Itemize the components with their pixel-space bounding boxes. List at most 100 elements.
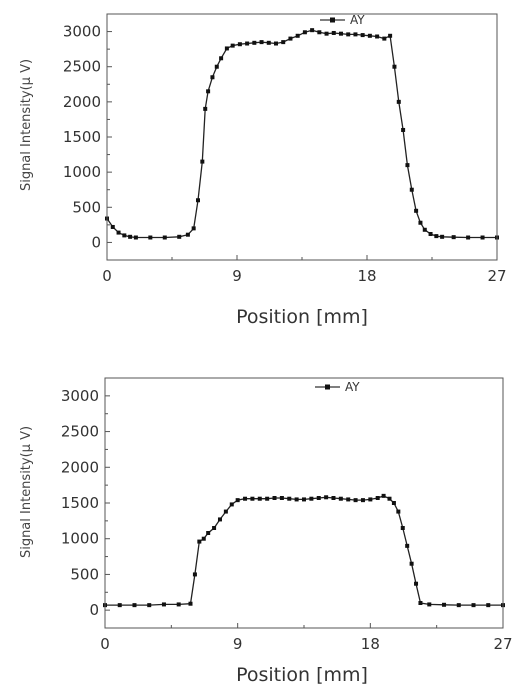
data-point — [214, 64, 219, 69]
series-points — [105, 28, 499, 240]
y-tick-label: 1500 — [63, 128, 101, 146]
data-point — [401, 127, 406, 132]
plot-frame — [104, 377, 504, 629]
data-point — [480, 235, 485, 240]
data-point — [250, 496, 255, 501]
data-point — [324, 495, 329, 500]
data-point — [324, 31, 329, 36]
y-tick-label: 2500 — [63, 58, 101, 76]
x-tick-label: 0 — [102, 267, 112, 285]
data-point — [409, 187, 414, 192]
data-point — [219, 56, 224, 61]
data-point — [392, 64, 397, 69]
data-point — [331, 30, 336, 35]
data-point — [418, 601, 423, 605]
x-tick-label: 0 — [100, 635, 110, 653]
data-point — [287, 496, 292, 501]
x-tick-label: 9 — [233, 635, 243, 653]
data-point — [206, 531, 211, 535]
data-point — [310, 28, 315, 33]
data-point — [217, 517, 222, 522]
data-point — [201, 536, 206, 541]
data-point — [235, 498, 240, 503]
data-point — [294, 497, 299, 502]
data-point — [245, 41, 250, 46]
data-point — [409, 561, 414, 566]
data-point — [396, 99, 401, 104]
data-point — [353, 32, 358, 37]
y-tick-label: 0 — [89, 601, 99, 619]
data-point — [229, 502, 234, 507]
data-point — [252, 40, 257, 45]
data-point — [272, 496, 277, 500]
data-point — [387, 496, 392, 501]
data-point — [243, 496, 248, 501]
x-tick-label: 18 — [361, 635, 380, 653]
data-point — [339, 31, 343, 36]
x-tick-label: 27 — [493, 635, 512, 653]
series-polyline — [106, 29, 497, 239]
y-tick-label: 0 — [91, 233, 101, 251]
data-point — [302, 497, 306, 502]
data-point — [331, 496, 336, 500]
data-point — [346, 32, 351, 37]
y-axis-label: Signal Intensity(μ V) — [19, 426, 34, 558]
data-point — [466, 235, 471, 240]
legend: AY — [315, 380, 360, 394]
data-point — [486, 603, 491, 608]
data-point — [295, 33, 300, 38]
data-point — [456, 603, 461, 608]
x-tick-label: 18 — [357, 267, 376, 285]
data-point — [414, 581, 419, 586]
legend-label: AY — [350, 13, 365, 27]
data-point — [223, 509, 228, 514]
data-point — [451, 235, 456, 240]
data-point — [279, 496, 284, 500]
y-tick-label: 500 — [70, 565, 99, 583]
y-tick-label: 2000 — [61, 458, 99, 476]
data-point — [360, 33, 365, 38]
data-point — [200, 159, 205, 164]
x-tick-label: 27 — [487, 267, 506, 285]
data-point — [177, 234, 182, 239]
y-tick-label: 2000 — [63, 93, 101, 111]
data-point — [388, 33, 393, 38]
data-point — [281, 40, 286, 45]
data-point — [128, 234, 133, 239]
data-point — [230, 43, 235, 48]
data-point — [396, 509, 401, 514]
data-point — [400, 526, 405, 530]
data-point — [353, 498, 358, 503]
data-point — [176, 602, 181, 607]
series-polyline — [105, 495, 503, 606]
data-point — [302, 30, 307, 35]
data-point — [191, 226, 196, 231]
y-tick-label: 500 — [72, 198, 101, 216]
data-point — [110, 224, 115, 229]
data-point — [427, 602, 432, 607]
data-point — [418, 220, 423, 225]
data-point — [360, 498, 365, 503]
data-point — [440, 234, 445, 239]
data-point — [266, 40, 271, 45]
data-point — [117, 603, 122, 608]
y-tick-label: 1000 — [61, 530, 99, 548]
legend-marker — [330, 17, 335, 23]
data-point — [224, 46, 229, 51]
data-point — [274, 41, 278, 46]
series-line — [105, 495, 503, 606]
data-point — [309, 496, 314, 501]
y-tick-label: 3000 — [63, 23, 101, 41]
data-point — [381, 493, 386, 498]
data-point — [259, 40, 264, 45]
data-point — [210, 75, 215, 80]
data-point — [162, 235, 167, 240]
legend: AY — [320, 13, 365, 27]
y-tick-label: 3000 — [61, 387, 99, 405]
data-point — [161, 602, 166, 607]
series-points — [103, 493, 505, 608]
data-point — [471, 603, 476, 608]
data-point — [188, 601, 193, 606]
data-point — [147, 603, 152, 608]
y-ticks: 0 500 1000 1500 2000 2500 3000 — [61, 387, 110, 619]
